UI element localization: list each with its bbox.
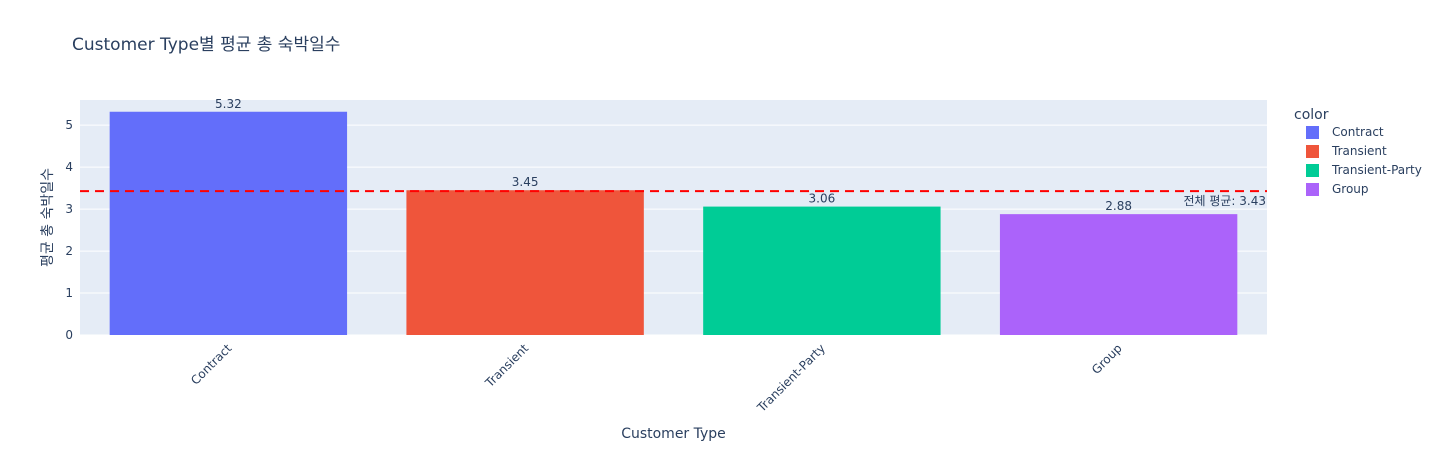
legend-swatch bbox=[1306, 164, 1319, 177]
legend-swatch bbox=[1306, 126, 1319, 139]
y-tick-label: 3 bbox=[65, 202, 73, 216]
bars bbox=[109, 111, 1238, 335]
legend-item-label[interactable]: Transient-Party bbox=[1331, 163, 1422, 177]
data-label: 2.88 bbox=[1105, 199, 1132, 213]
y-tick-label: 4 bbox=[65, 160, 73, 174]
y-axis-ticks: 0 1 2 3 4 5 bbox=[65, 118, 73, 342]
bar-transient bbox=[406, 190, 644, 335]
y-tick-label: 0 bbox=[65, 328, 73, 342]
bar-transient-party bbox=[703, 206, 941, 335]
reference-line-group: 전체 평균: 3.43 bbox=[80, 190, 1267, 208]
y-tick-label: 5 bbox=[65, 118, 73, 132]
reference-line-label: 전체 평균: 3.43 bbox=[1183, 194, 1266, 208]
y-tick-label: 1 bbox=[65, 286, 73, 300]
legend-item-label[interactable]: Transient bbox=[1331, 144, 1387, 158]
legend: color Contract Transient Transient-Party Gr… bbox=[1294, 107, 1422, 196]
bar-group bbox=[999, 214, 1238, 335]
legend-item-label[interactable]: Group bbox=[1332, 182, 1369, 196]
legend-title: color bbox=[1294, 107, 1329, 123]
y-axis-title: 평균 총 숙박일수 bbox=[40, 168, 56, 267]
legend-swatch bbox=[1306, 183, 1319, 196]
legend-item-label[interactable]: Contract bbox=[1332, 125, 1384, 139]
x-axis-title: Customer Type bbox=[621, 426, 726, 442]
data-label: 3.45 bbox=[512, 175, 539, 189]
bar-contract bbox=[109, 111, 348, 335]
chart-title: Customer Type별 평균 총 숙박일수 bbox=[72, 35, 340, 55]
data-labels: 5.32 3.45 3.06 2.88 bbox=[215, 97, 1132, 213]
legend-swatch bbox=[1306, 145, 1319, 158]
y-tick-label: 2 bbox=[65, 244, 73, 258]
data-label: 3.06 bbox=[809, 192, 836, 206]
data-label: 5.32 bbox=[215, 97, 242, 111]
